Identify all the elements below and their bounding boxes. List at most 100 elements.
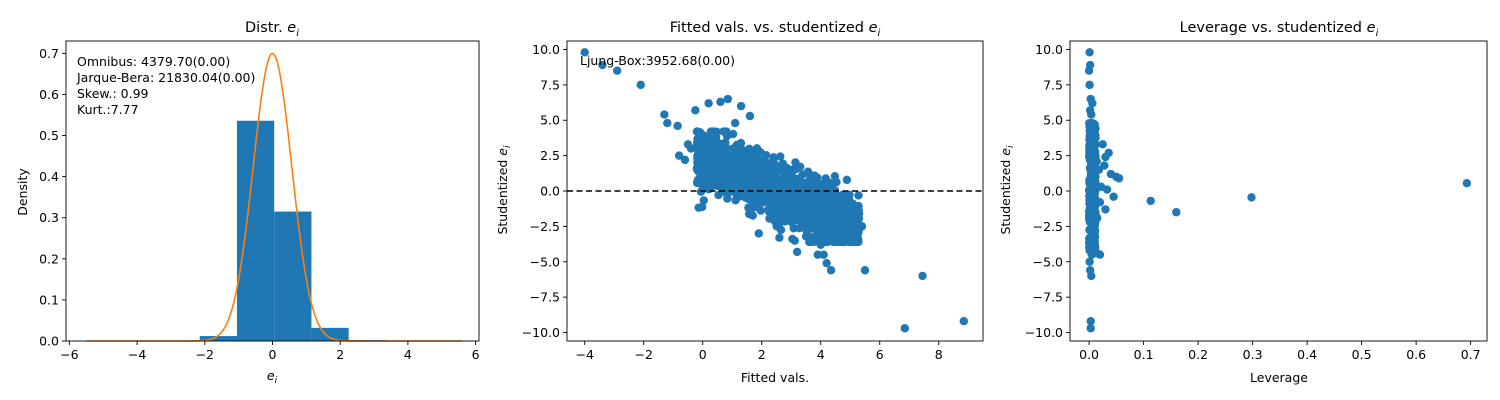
fitted-point	[707, 141, 716, 150]
fitted-point	[776, 152, 785, 161]
leverage-scatter-points	[1084, 48, 1472, 333]
fitted-point	[822, 258, 831, 268]
fitted-point	[729, 144, 738, 154]
fitted-point	[841, 211, 851, 221]
fitted-point	[848, 222, 857, 232]
fitted-point	[711, 157, 721, 166]
fitted-point	[723, 94, 732, 104]
fitted-vs-residuals-panel: Fitted vals. vs. studentized ei −4 −2 0 2 4 6…	[495, 20, 984, 385]
fitted-point	[704, 179, 714, 189]
fitted-point	[773, 194, 782, 203]
leverage-point	[1094, 165, 1104, 174]
leverage-y-tick-label: −2.5	[1033, 219, 1063, 234]
hist-annotation-omnibus: Omnibus: 4379.70(0.00)	[77, 54, 230, 69]
leverage-point	[1172, 208, 1181, 217]
fitted-point	[763, 171, 773, 180]
fitted-point	[763, 188, 773, 198]
fitted-point	[698, 202, 707, 212]
fitted-point	[819, 250, 828, 259]
leverage-point	[1096, 182, 1106, 191]
leverage-point	[1085, 80, 1094, 90]
fitted-point	[820, 210, 829, 220]
fitted-point	[756, 206, 765, 215]
fitted-point	[743, 152, 753, 161]
fitted-x-tick-label: 8	[935, 347, 943, 362]
fitted-point	[765, 214, 774, 223]
fitted-point	[704, 99, 713, 108]
fitted-point	[826, 224, 836, 233]
fitted-point	[836, 196, 846, 206]
hist-bar	[199, 336, 237, 341]
fitted-y-axis-label: Studentized ei	[495, 145, 513, 235]
fitted-y-tick-label: −10.0	[522, 325, 560, 340]
fitted-point	[710, 130, 719, 139]
fitted-point	[842, 175, 852, 185]
fitted-point	[813, 250, 822, 259]
fitted-point	[746, 172, 756, 182]
fitted-point	[854, 191, 863, 200]
leverage-point	[1086, 316, 1095, 326]
fitted-point	[695, 128, 705, 137]
fitted-point	[580, 48, 589, 57]
fitted-point	[746, 180, 755, 189]
leverage-point	[1098, 140, 1107, 149]
fitted-point	[793, 176, 802, 185]
fitted-point	[828, 230, 837, 240]
fitted-point	[803, 167, 813, 176]
fitted-x-axis-label: Fitted vals.	[741, 370, 809, 385]
hist-annotation-kurtosis: Kurt.:7.77	[77, 102, 139, 117]
fitted-point	[663, 118, 672, 128]
hist-x-tick-label: −2	[196, 347, 214, 362]
hist-y-tick-label: 0.5	[39, 128, 59, 143]
fitted-point	[798, 207, 807, 216]
leverage-point	[1087, 110, 1096, 119]
fitted-point	[698, 153, 707, 162]
leverage-point	[1085, 175, 1094, 185]
fitted-point	[832, 237, 841, 247]
fitted-point	[775, 233, 784, 242]
leverage-x-tick-label: 0.0	[1079, 347, 1099, 362]
hist-x-tick-label: 0	[269, 347, 277, 362]
fitted-point	[730, 118, 740, 128]
leverage-x-axis-label: Leverage	[1250, 370, 1308, 385]
fitted-title: Fitted vals. vs. studentized ei	[670, 20, 881, 39]
fitted-point	[699, 196, 708, 205]
fitted-axes: −4 −2 0 2 4 6 8 −10.0 −7.5 −5.0 −2.5 0.0 2.5 5.0 7.5 10…	[522, 40, 984, 362]
fitted-y-tick-label: −5.0	[530, 254, 560, 269]
fitted-point	[709, 149, 718, 158]
fitted-point	[731, 196, 740, 205]
fitted-x-tick-label: −4	[575, 347, 593, 362]
fitted-point	[782, 163, 791, 173]
leverage-point	[1093, 249, 1102, 258]
fitted-point	[786, 210, 796, 220]
hist-y-tick-label: 0.6	[39, 87, 59, 102]
leverage-point	[1086, 151, 1095, 160]
fitted-point	[736, 151, 746, 160]
leverage-point	[1109, 192, 1118, 201]
hist-x-tick-label: −6	[60, 347, 78, 362]
hist-y-tick-label: 0.4	[39, 169, 59, 184]
hist-axes: −6 −4 −2 0 2 4 6 0.0 0.1 0.2 0.3 0.4 0.5 0.6 0.7	[39, 40, 480, 362]
fitted-point	[801, 232, 811, 241]
fitted-x-tick-label: 6	[876, 347, 884, 362]
hist-x-tick-label: 2	[336, 347, 344, 362]
leverage-point	[1093, 213, 1102, 223]
fitted-point	[769, 153, 778, 162]
fitted-y-tick-label: 2.5	[540, 148, 560, 163]
fitted-point	[660, 110, 669, 119]
fitted-point	[805, 221, 815, 230]
fitted-point	[777, 210, 787, 219]
hist-x-tick-label: 6	[472, 347, 480, 362]
leverage-point	[1091, 195, 1100, 204]
fitted-point	[854, 209, 864, 218]
fitted-point	[691, 106, 700, 115]
fitted-point	[716, 97, 725, 107]
hist-x-tick-label: −4	[128, 347, 146, 362]
leverage-y-tick-label: −7.5	[1033, 290, 1063, 305]
fitted-point	[738, 175, 747, 184]
fitted-y-tick-label: −7.5	[530, 290, 560, 305]
hist-bar	[311, 327, 349, 341]
fitted-y-tick-label: 5.0	[540, 113, 560, 128]
leverage-x-tick-label: 0.4	[1297, 347, 1317, 362]
